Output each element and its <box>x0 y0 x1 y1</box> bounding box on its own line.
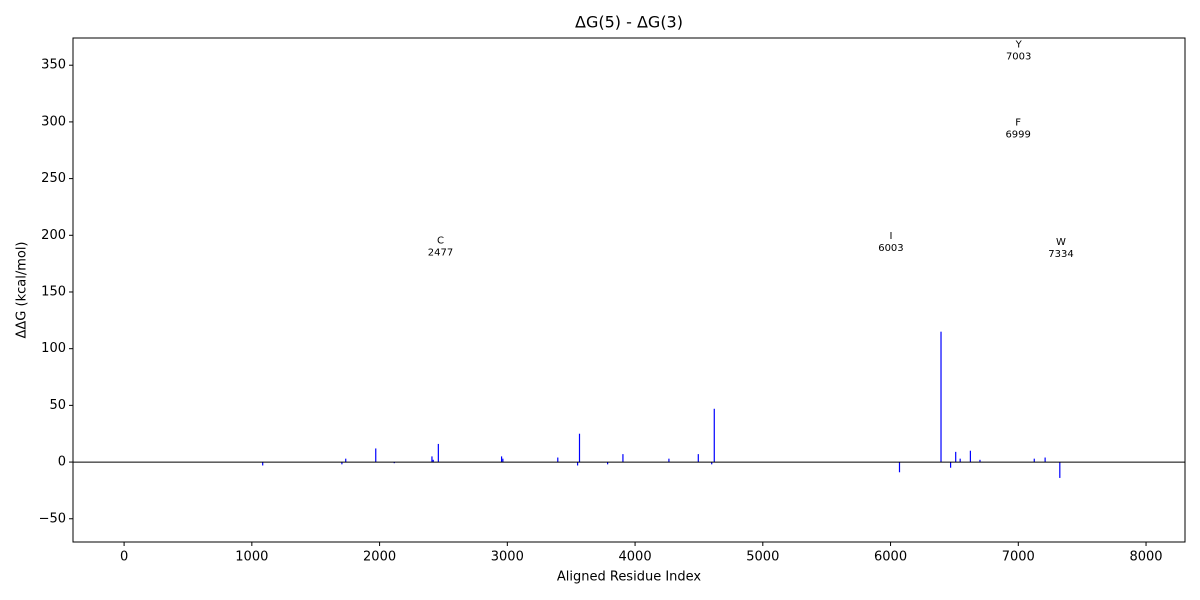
annotation-letter: F <box>1015 118 1021 129</box>
x-tick-label: 2000 <box>363 550 396 565</box>
bar <box>437 443 439 463</box>
y-tick-label: 50 <box>49 398 66 413</box>
bar <box>622 454 624 463</box>
bar <box>557 457 559 463</box>
y-tick-label: 300 <box>41 114 66 129</box>
x-tick-label: 8000 <box>1129 550 1162 565</box>
y-tick-label: 150 <box>41 284 66 299</box>
y-tick-label: 200 <box>41 228 66 243</box>
bar <box>576 462 579 466</box>
bar <box>940 331 942 463</box>
annotation-index: 7003 <box>1006 51 1031 62</box>
bar <box>955 451 957 463</box>
annotation-index: 2477 <box>428 248 453 259</box>
bar <box>500 456 503 463</box>
bar <box>431 456 433 463</box>
annotation-letter: C <box>437 236 444 247</box>
y-tick-label: 100 <box>41 341 66 356</box>
x-tick-label: 4000 <box>619 550 652 565</box>
bar <box>898 462 901 473</box>
bar <box>502 458 504 463</box>
annotation-index: 6003 <box>878 243 903 254</box>
annotation-letter: I <box>889 231 892 242</box>
y-tick-label: 0 <box>58 455 66 470</box>
annotation-index: 7334 <box>1048 249 1073 260</box>
bar <box>341 462 343 465</box>
plot-frame <box>72 37 1186 543</box>
bar <box>393 462 395 464</box>
y-axis-label: ΔΔG (kcal/mol) <box>15 242 30 339</box>
bar <box>607 462 609 465</box>
chart-title: ΔG(5) - ΔG(3) <box>575 13 683 32</box>
bar <box>713 408 715 463</box>
x-tick-label: 1000 <box>235 550 268 565</box>
bar <box>668 458 670 463</box>
bar <box>1059 462 1061 478</box>
x-tick-label: 5000 <box>746 550 779 565</box>
bar <box>979 459 981 463</box>
bar <box>949 462 952 468</box>
bar <box>711 462 713 465</box>
annotation-letter: W <box>1056 237 1066 248</box>
x-tick-label: 7000 <box>1002 550 1035 565</box>
bar <box>262 462 264 466</box>
y-tick-label: −50 <box>39 511 66 526</box>
annotation-letter: Y <box>1015 39 1023 50</box>
bar <box>697 454 699 463</box>
bar <box>959 458 961 463</box>
bar <box>969 450 971 463</box>
bar <box>345 458 347 463</box>
annotation-index: 6999 <box>1005 130 1030 141</box>
bar <box>1033 458 1035 463</box>
x-axis-label: Aligned Residue Index <box>557 570 702 585</box>
bar <box>375 448 377 463</box>
bar <box>432 459 434 463</box>
y-tick-label: 350 <box>41 58 66 73</box>
bar <box>1044 457 1046 463</box>
y-tick-label: 250 <box>41 171 66 186</box>
bar <box>578 433 581 463</box>
x-tick-label: 0 <box>120 550 128 565</box>
x-tick-label: 6000 <box>874 550 907 565</box>
x-tick-label: 3000 <box>491 550 524 565</box>
